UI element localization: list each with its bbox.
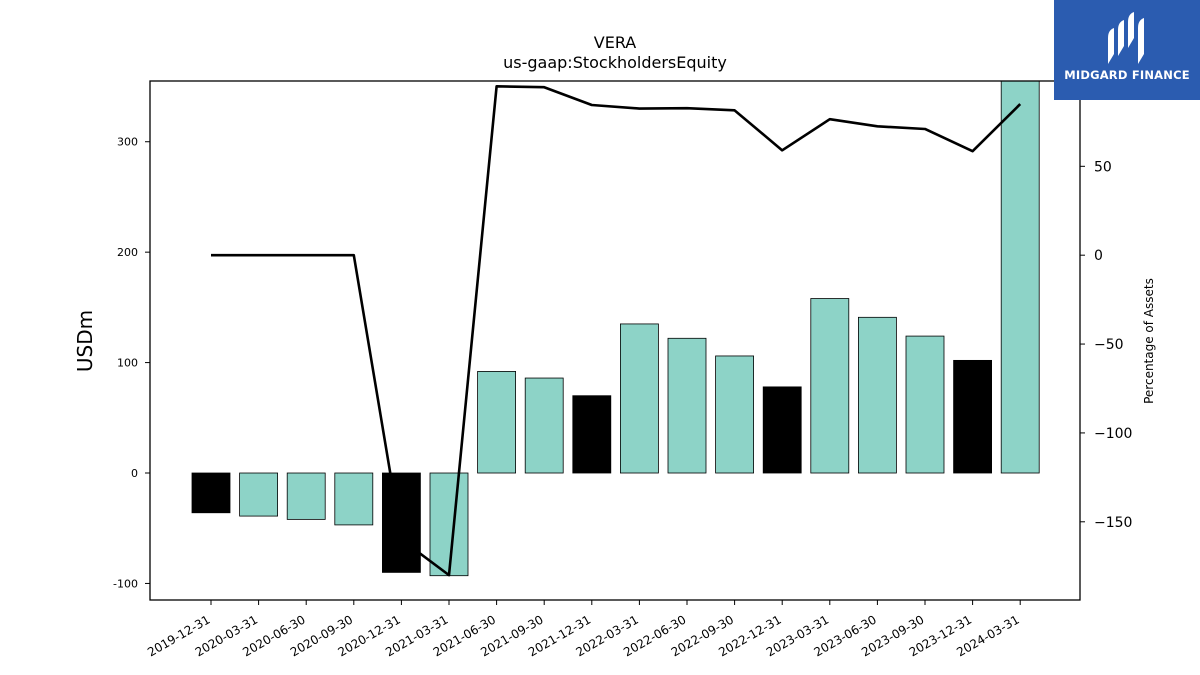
y-tick-label: 200 xyxy=(117,246,138,259)
chart-subtitle: us-gaap:StockholdersEquity xyxy=(503,53,727,72)
bar xyxy=(524,377,564,474)
bars-group xyxy=(191,81,1040,577)
bar xyxy=(858,316,897,474)
logo-icon xyxy=(1108,12,1144,64)
chart-title: VERA xyxy=(594,33,637,52)
bar xyxy=(762,386,802,474)
series-line xyxy=(211,85,1022,577)
y2-tick-label: 50 xyxy=(1094,159,1112,175)
bar xyxy=(381,472,421,573)
y2-tick-label: 0 xyxy=(1094,248,1103,264)
bar xyxy=(905,335,945,474)
y-tick-label: 300 xyxy=(117,136,138,149)
y-axis-label: USDm xyxy=(73,310,97,372)
plot-frame xyxy=(149,80,1081,601)
bar xyxy=(810,298,850,474)
y2-axis-label: Percentage of Assets xyxy=(1142,278,1156,404)
logo-text: MIDGARD FINANCE xyxy=(1064,68,1190,82)
y2-tick-label: −150 xyxy=(1094,515,1132,531)
bar xyxy=(620,323,659,474)
y-tick-label: 100 xyxy=(117,357,138,370)
bar xyxy=(191,472,231,514)
bar xyxy=(667,337,707,474)
watermark-logo: MIDGARD FINANCE xyxy=(1054,0,1200,100)
bar xyxy=(286,472,326,520)
bar xyxy=(239,472,279,517)
y-tick-label: 0 xyxy=(131,467,138,480)
bar xyxy=(715,355,754,474)
y2-tick-label: −100 xyxy=(1094,426,1132,442)
bar xyxy=(953,359,992,474)
y2-tick-label: −50 xyxy=(1094,337,1124,353)
bar xyxy=(429,472,469,577)
bar xyxy=(572,395,612,474)
bar xyxy=(334,472,374,526)
y-tick-label: -100 xyxy=(113,577,138,590)
line-group xyxy=(211,85,1022,577)
bar xyxy=(477,371,517,474)
bar xyxy=(1000,81,1040,474)
